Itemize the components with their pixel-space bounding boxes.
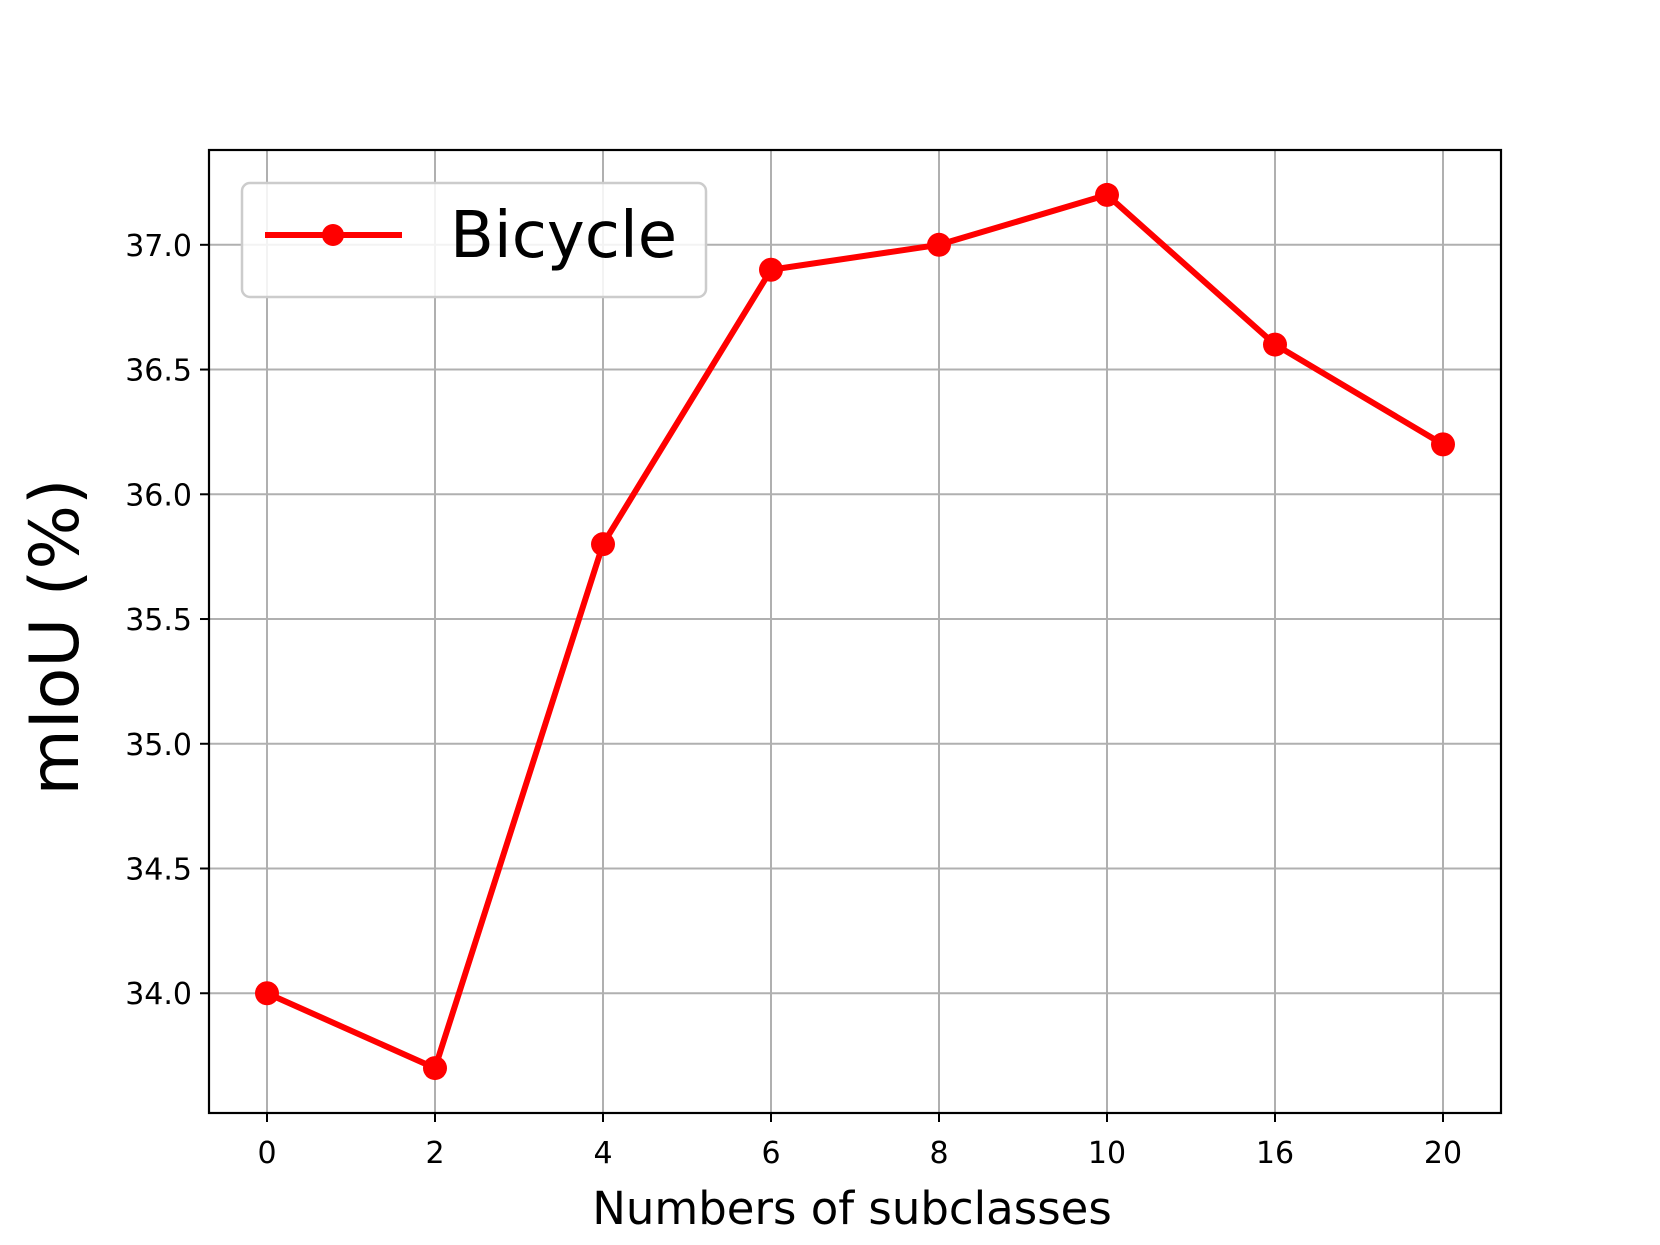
legend-box (240, 181, 708, 299)
y-tick-label: 34.0 (125, 977, 192, 1012)
x-tick-label: 20 (1424, 1136, 1462, 1171)
data-point (1095, 182, 1119, 207)
x-tick-label: 16 (1256, 1136, 1294, 1171)
x-tick-label: 6 (761, 1136, 780, 1171)
data-point (423, 1056, 447, 1081)
data-point (1431, 432, 1455, 457)
x-tick-label: 4 (593, 1136, 612, 1171)
data-point (1263, 332, 1287, 357)
legend: Bicycle (240, 181, 708, 299)
y-tick-label: 35.5 (125, 603, 192, 638)
series-line-bicycle (265, 191, 1445, 1072)
data-point (759, 257, 783, 282)
legend-marker-swatch (322, 224, 344, 246)
y-axis-ticks: 34.0 34.5 35.0 35.5 36.0 36.5 37.0 (125, 229, 209, 1012)
legend-label-bicycle: Bicycle (450, 199, 677, 273)
y-tick-label: 36.5 (125, 354, 192, 389)
x-axis-ticks: 0 2 4 6 8 10 16 20 (257, 1113, 1462, 1171)
x-axis-label: Numbers of subclasses (592, 1182, 1112, 1235)
data-point (591, 532, 615, 557)
data-series (255, 182, 1455, 1081)
y-tick-label: 37.0 (125, 229, 192, 264)
plot-frame (207, 148, 1503, 1115)
y-axis-label: mIoU (%) (16, 479, 95, 796)
x-tick-label: 2 (425, 1136, 444, 1171)
data-point (927, 232, 951, 257)
y-tick-label: 36.0 (125, 478, 192, 513)
x-tick-label: 10 (1088, 1136, 1126, 1171)
data-point (255, 981, 279, 1006)
x-tick-label: 0 (257, 1136, 276, 1171)
x-tick-label: 8 (929, 1136, 948, 1171)
y-tick-label: 35.0 (125, 728, 192, 763)
grid-lines (209, 150, 1501, 1113)
y-tick-label: 34.5 (125, 853, 192, 888)
